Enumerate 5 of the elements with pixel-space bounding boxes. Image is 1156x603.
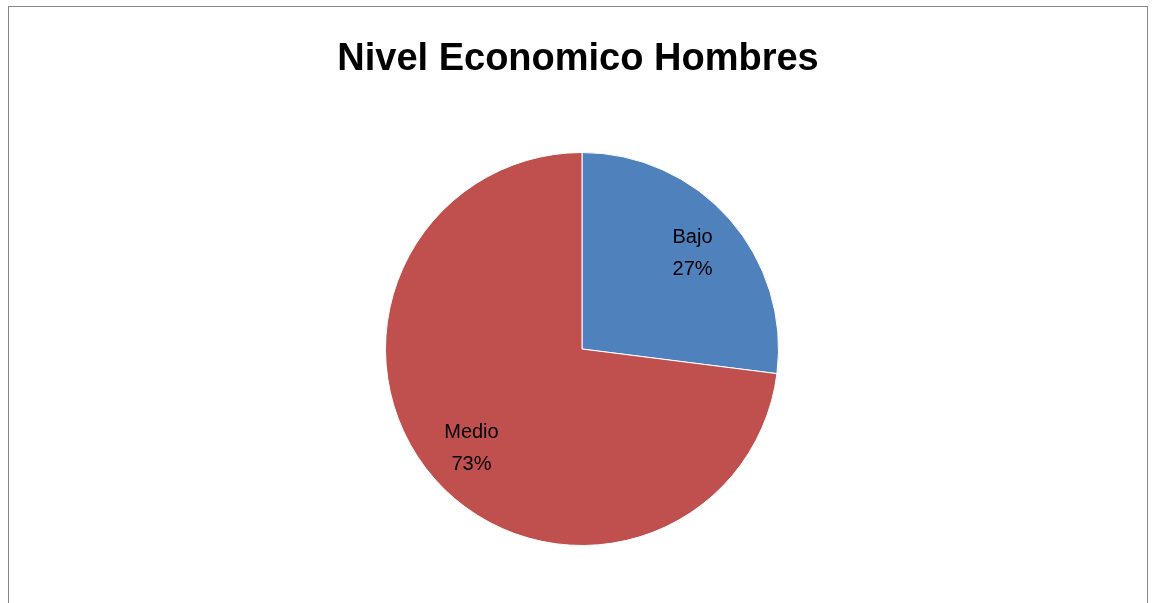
slice-label: Medio <box>444 419 499 442</box>
data-label: 73% <box>451 451 492 474</box>
data-label: 27% <box>672 257 713 280</box>
chart-title: Nivel Economico Hombres <box>336 36 820 79</box>
slice-label: Bajo <box>672 225 713 248</box>
